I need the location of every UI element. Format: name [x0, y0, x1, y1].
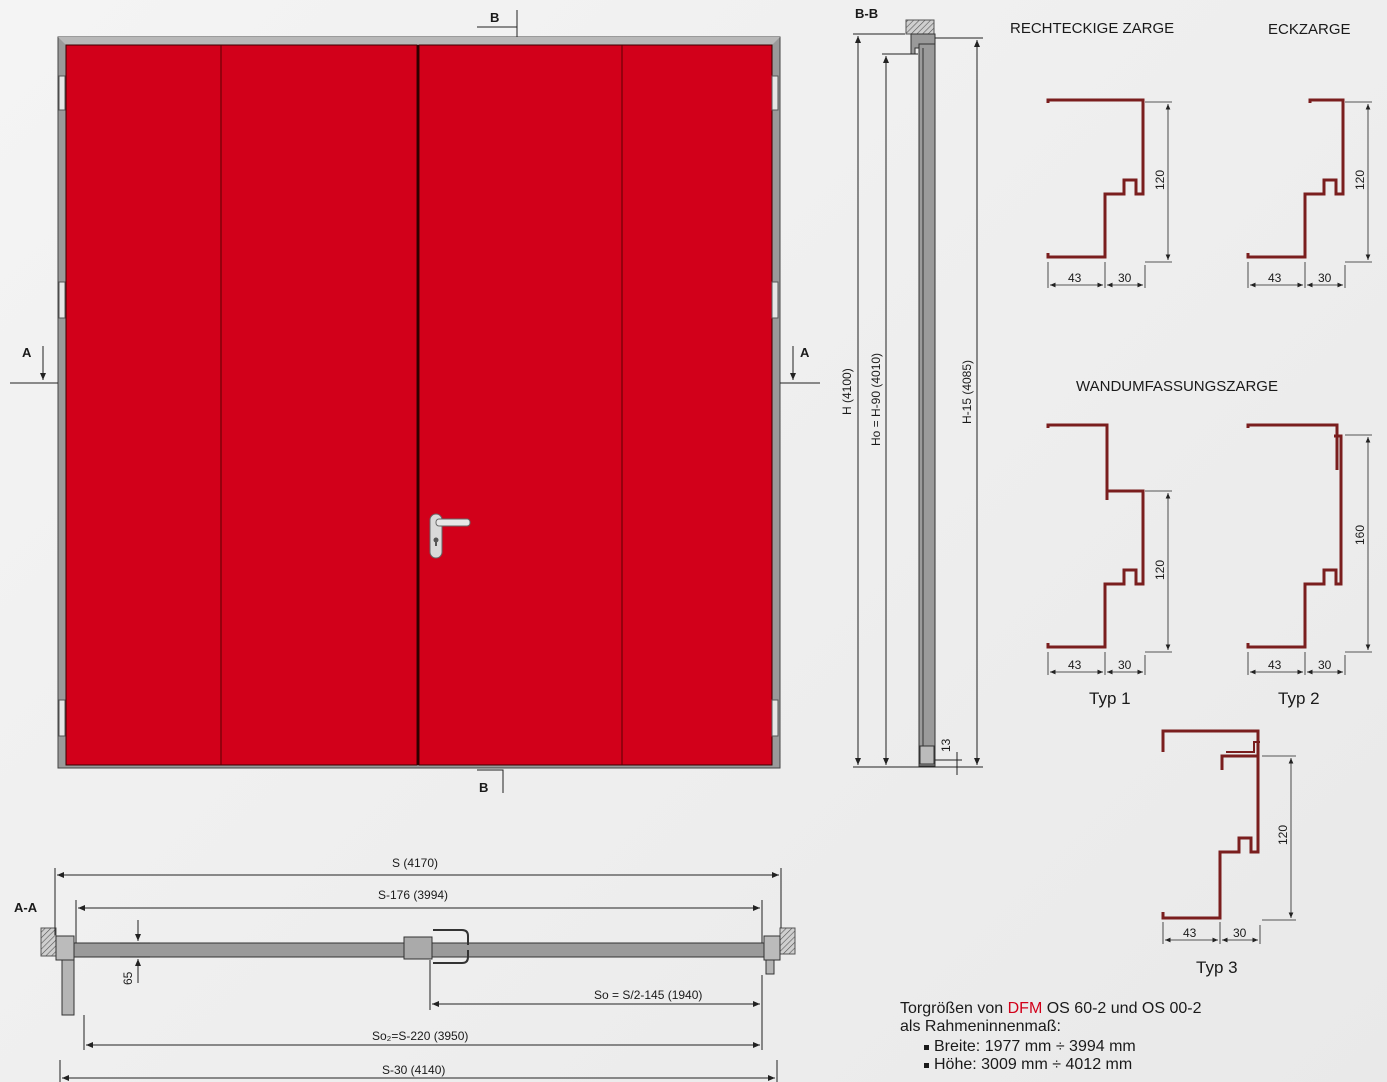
profile-rect: 43 30 120 — [1046, 98, 1172, 288]
wall-hatch — [905, 19, 935, 35]
section-a-right-label: A — [800, 345, 810, 360]
dim-h15-label: H-15 (4085) — [960, 360, 974, 424]
profiles: RECHTECKIGE ZARGE ECKZARGE WANDUMFASSUNG… — [1010, 20, 1372, 977]
section-bb-title: B-B — [855, 6, 878, 21]
typ1-w1-label: 43 — [1068, 658, 1082, 672]
door-handle-icon — [429, 513, 471, 559]
dim-so2-label: So₂=S-220 (3950) — [372, 1029, 468, 1043]
door-leaf-left — [65, 44, 418, 766]
eck-zarge-title: ECKZARGE — [1268, 21, 1351, 38]
section-aa-title: A-A — [14, 900, 38, 915]
profile-typ1: 43 30 120 Typ 1 — [1046, 423, 1172, 708]
typ2-w2-label: 30 — [1318, 658, 1332, 672]
handle-section-icon — [433, 929, 469, 964]
typ1-h-label: 120 — [1153, 560, 1167, 580]
typ1-w2-label: 30 — [1118, 658, 1132, 672]
size-spec: Torgrößen von DFM OS 60-2 und OS 00-2 al… — [900, 1000, 1380, 1074]
section-b-top-label: B — [490, 10, 499, 25]
rect-zarge-title: RECHTECKIGE ZARGE — [1010, 20, 1174, 37]
front-view: B B A A — [10, 10, 820, 795]
section-aa: A-A — [14, 856, 796, 1082]
spec-item-width: Breite: 1977 mm ÷ 3994 mm — [924, 1038, 1380, 1056]
wand-zarge-title: WANDUMFASSUNGSZARGE — [1076, 378, 1278, 395]
eck-h-label: 120 — [1353, 170, 1367, 190]
rect-w1-label: 43 — [1068, 271, 1082, 285]
typ2-w1-label: 43 — [1268, 658, 1282, 672]
rect-w2-label: 30 — [1118, 271, 1132, 285]
typ2-h-label: 160 — [1353, 525, 1367, 545]
dim-s30-label: S-30 (4140) — [382, 1063, 445, 1077]
spec-intro: Torgrößen von DFM OS 60-2 und OS 00-2 — [900, 1000, 1380, 1018]
spec-line2: als Rahmeninnenmaß: — [900, 1018, 1061, 1035]
spec-intro-post: OS 60-2 und OS 00-2 — [1046, 1000, 1202, 1017]
profile-typ3: 43 30 120 Typ 3 — [1161, 729, 1296, 977]
profile-eck: 43 30 120 — [1246, 98, 1372, 288]
dim-so-label: So = S/2-145 (1940) — [594, 988, 702, 1002]
wall-hatch-right — [779, 927, 796, 955]
typ3-w1-label: 43 — [1183, 926, 1197, 940]
section-b-bottom-label: B — [479, 780, 488, 795]
typ2-label: Typ 2 — [1278, 689, 1320, 708]
dim-ho-label: Ho = H-90 (4010) — [869, 353, 883, 446]
typ3-label: Typ 3 — [1196, 958, 1238, 977]
dim-h-label: H (4100) — [840, 368, 854, 415]
brand-name: DFM — [1007, 1000, 1043, 1017]
section-a-left-label: A — [22, 345, 32, 360]
rect-h-label: 120 — [1153, 170, 1167, 190]
spec-item-height: Höhe: 3009 mm ÷ 4012 mm — [924, 1056, 1380, 1074]
wall-hatch-left — [40, 927, 57, 957]
door-leaf-right — [418, 44, 773, 766]
spec-list: Breite: 1977 mm ÷ 3994 mm Höhe: 3009 mm … — [900, 1038, 1380, 1074]
section-bb: B-B H (4100) Ho = H-90 (4010) H-15 (4085… — [840, 6, 983, 775]
eck-w1-label: 43 — [1268, 271, 1282, 285]
dim-65-label: 65 — [121, 971, 135, 985]
hinge-icon — [58, 75, 779, 737]
dim-s176-label: S-176 (3994) — [378, 888, 448, 902]
dim-s-label: S (4170) — [392, 856, 438, 870]
typ1-label: Typ 1 — [1089, 689, 1131, 708]
profile-typ2: 43 30 160 Typ 2 — [1246, 423, 1372, 708]
eck-w2-label: 30 — [1318, 271, 1332, 285]
dim-13-label: 13 — [939, 738, 953, 752]
typ3-w2-label: 30 — [1233, 926, 1247, 940]
spec-intro-pre: Torgrößen von — [900, 1000, 1004, 1017]
typ3-h-label: 120 — [1276, 825, 1290, 845]
